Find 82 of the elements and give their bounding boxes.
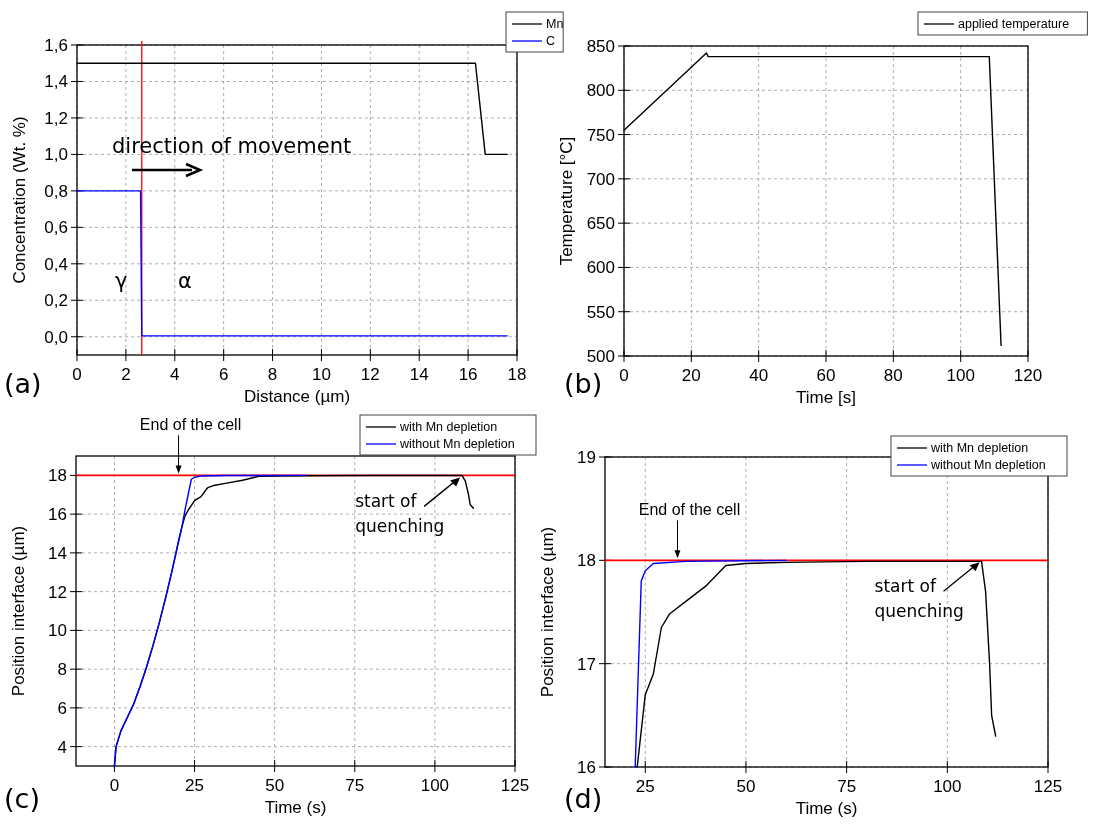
y-tick-label: 0,6 — [44, 218, 68, 238]
y-tick-label: 0,4 — [44, 254, 68, 274]
x-tick-label: 14 — [409, 365, 429, 384]
x-axis-title: Distance (µm) — [243, 387, 351, 406]
x-tick-label: 75 — [837, 777, 857, 796]
x-axis-title: Time (s) — [795, 799, 858, 818]
y-tick-label: 650 — [586, 214, 615, 234]
x-tick-label: 18 — [507, 365, 527, 384]
x-tick-label: 80 — [883, 366, 903, 385]
y-tick-label: 550 — [586, 302, 615, 322]
text: (d) — [564, 783, 603, 814]
legend-label: Mn — [546, 17, 564, 31]
legend-label: with Mn depletion — [930, 441, 1029, 455]
x-tick-label: 2 — [121, 365, 131, 384]
y-axis-title: Position interface (µm) — [9, 525, 28, 697]
x-tick-label: 0 — [72, 365, 82, 384]
x-tick-label: 100 — [933, 777, 962, 796]
x-tick-label: 10 — [311, 365, 331, 384]
y-tick-label: 14 — [48, 543, 67, 563]
y-tick-label: 1,0 — [44, 145, 68, 165]
x-tick-label: 100 — [420, 776, 450, 795]
x-tick-label: 16 — [458, 365, 478, 384]
x-tick-label: 125 — [500, 776, 530, 795]
y-tick-label: 0,0 — [44, 327, 68, 347]
annotation: start of quenching — [874, 576, 964, 622]
x-tick-label: 20 — [681, 366, 701, 385]
x-tick-label: 50 — [736, 777, 756, 796]
x-tick-label: 75 — [345, 776, 365, 795]
x-tick-label: 0 — [109, 776, 120, 795]
y-tick-label: 12 — [48, 582, 67, 602]
y-tick-label: 18 — [577, 551, 596, 571]
x-tick-label: 40 — [749, 366, 769, 385]
annotation: γ — [115, 269, 128, 293]
y-tick-label: 500 — [586, 347, 615, 366]
legend-label: without Mn depletion — [930, 458, 1046, 472]
y-tick-label: 10 — [48, 621, 67, 641]
text: (b) — [564, 368, 603, 399]
y-tick-label: 850 — [586, 37, 615, 56]
y-tick-label: 1,6 — [44, 36, 68, 55]
y-tick-label: 0,2 — [44, 291, 68, 311]
y-tick-label: 19 — [577, 448, 596, 467]
text: (c) — [4, 783, 40, 814]
y-tick-label: 8 — [57, 660, 67, 680]
y-tick-label: 1,4 — [44, 72, 68, 92]
y-tick-label: 4 — [57, 737, 67, 757]
x-tick-label: 120 — [1013, 366, 1043, 385]
legend-label: C — [546, 34, 556, 48]
x-tick-label: 0 — [619, 366, 629, 385]
annotation: End of the cell — [638, 501, 741, 519]
text: (a) — [4, 368, 42, 399]
y-axis-title: Concentration (Wt. %) — [10, 116, 29, 284]
y-axis-title: Temperature [°C] — [557, 136, 576, 266]
y-tick-label: 800 — [586, 81, 615, 101]
y-tick-label: 16 — [577, 758, 596, 777]
y-tick-label: 0,8 — [44, 181, 68, 201]
y-tick-label: 17 — [577, 654, 596, 674]
annotation: start of quenching — [355, 491, 445, 537]
y-tick-label: 700 — [586, 169, 615, 189]
x-tick-label: 6 — [218, 365, 229, 384]
annotation: End of the cell — [139, 416, 242, 434]
x-axis-title: Time [s] — [796, 388, 856, 407]
x-axis-title: Time (s) — [264, 798, 327, 817]
legend-label: applied temperature — [958, 17, 1070, 31]
legend-label: without Mn depletion — [399, 437, 515, 451]
x-tick-label: 25 — [635, 777, 655, 796]
x-tick-label: 100 — [946, 366, 975, 385]
y-tick-label: 600 — [586, 258, 615, 278]
x-tick-label: 125 — [1033, 777, 1063, 796]
x-tick-label: 50 — [265, 776, 285, 795]
y-tick-label: 750 — [586, 125, 615, 145]
y-axis-title: Position interface (µm) — [538, 526, 557, 698]
x-tick-label: 8 — [267, 365, 278, 384]
legend-label: with Mn depletion — [399, 420, 498, 434]
y-tick-label: 6 — [57, 698, 67, 718]
x-tick-label: 60 — [816, 366, 836, 385]
annotation: α — [178, 269, 192, 293]
y-tick-label: 16 — [48, 505, 67, 525]
x-tick-label: 4 — [170, 365, 180, 384]
y-tick-label: 18 — [48, 466, 67, 486]
y-tick-label: 1,2 — [44, 108, 68, 128]
x-tick-label: 25 — [185, 776, 205, 795]
x-tick-label: 12 — [360, 365, 380, 384]
